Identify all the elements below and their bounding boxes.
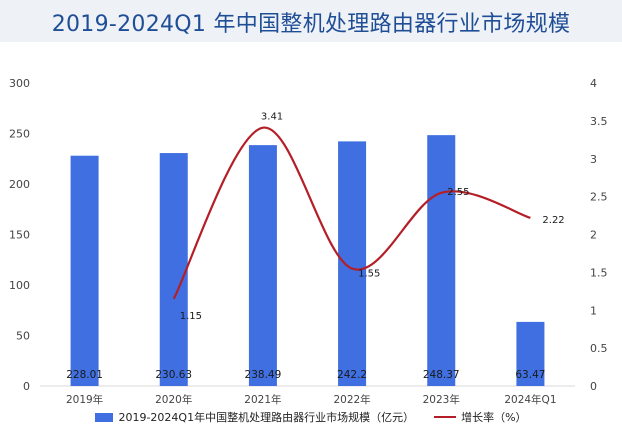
legend-bar-swatch [95,412,114,422]
y-left-tick-label: 150 [9,229,30,242]
y-left-tick-label: 100 [9,279,30,292]
y-left-tick-label: 0 [23,380,30,393]
line-point-label: 1.15 [180,311,202,322]
line-point-label: 2.55 [447,187,469,198]
bar-value-label: 238.49 [245,369,282,381]
bar [427,135,456,386]
x-tick-label: 2021年 [244,393,281,406]
chart-legend: 2019-2024Q1年中国整机处理路由器行业市场规模（亿元） 增长率（%） [0,406,622,428]
legend-line-label: 增长率（%） [461,411,527,424]
y-right-tick-label: 1.5 [590,266,608,279]
y-right-tick-label: 3.5 [590,115,608,128]
y-right-tick-label: 1 [590,304,597,317]
bar-value-label: 228.01 [66,369,103,381]
bar [516,321,545,386]
bar [159,153,188,386]
bar [338,141,367,386]
legend-bar-label: 2019-2024Q1年中国整机处理路由器行业市场规模（亿元） [118,411,415,424]
bar-value-label: 230.63 [155,369,192,381]
y-right-tick-label: 2 [590,229,597,242]
y-left-tick-label: 250 [9,128,30,141]
chart-title: 2019-2024Q1 年中国整机处理路由器行业市场规模 [51,12,571,37]
bar-value-label: 63.47 [515,369,545,381]
line-point-label: 3.41 [261,112,283,123]
legend-line-swatch [434,416,457,418]
x-tick-label: 2022年 [333,393,370,406]
y-left-tick-label: 50 [16,330,30,343]
growth-rate-line [172,126,531,300]
y-right-tick-label: 0.5 [590,342,608,355]
y-left-tick-label: 200 [9,178,30,191]
x-tick-label: 2023年 [423,393,460,406]
y-left-tick-label: 300 [9,77,30,90]
bar [70,155,99,386]
x-tick-label: 2019年 [66,393,103,406]
legend-item-bar: 2019-2024Q1年中国整机处理路由器行业市场规模（亿元） [95,409,414,425]
y-right-tick-label: 3 [590,153,597,166]
y-right-tick-label: 4 [590,77,597,90]
line-point-label: 1.55 [358,269,380,280]
x-tick-label: 2024年Q1 [504,393,556,406]
title-bar [0,0,622,42]
line-point-label: 2.22 [542,215,564,226]
bar [248,145,277,386]
y-right-tick-label: 0 [590,380,597,393]
bar-value-label: 248.37 [423,369,460,381]
bar-value-label: 242.2 [337,369,367,381]
y-right-tick-label: 2.5 [590,191,608,204]
legend-item-line: 增长率（%） [434,409,527,425]
x-tick-label: 2020年 [155,393,192,406]
